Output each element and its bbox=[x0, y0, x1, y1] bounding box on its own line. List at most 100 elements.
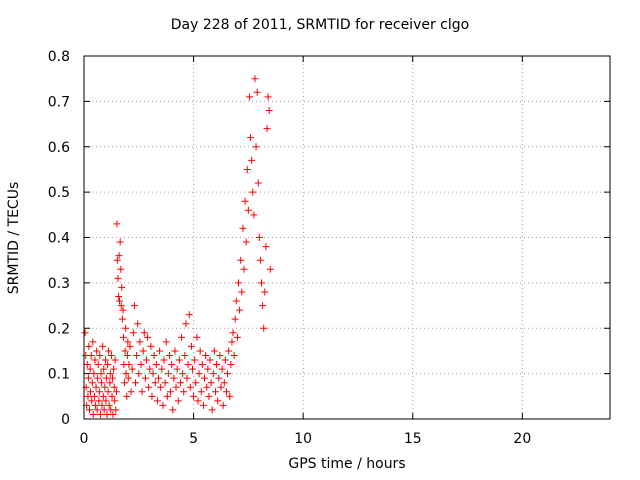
data-point bbox=[117, 265, 125, 273]
data-point bbox=[140, 329, 148, 337]
data-point bbox=[227, 361, 235, 369]
data-point bbox=[152, 361, 160, 369]
data-point bbox=[217, 383, 225, 391]
data-point bbox=[215, 374, 223, 382]
data-point bbox=[179, 370, 187, 378]
data-point bbox=[94, 361, 102, 369]
data-point bbox=[219, 401, 227, 409]
grid-lines bbox=[84, 56, 610, 419]
data-point bbox=[103, 410, 111, 418]
x-tick-label: 5 bbox=[189, 431, 198, 447]
data-point bbox=[94, 374, 102, 382]
data-point bbox=[182, 320, 190, 328]
data-point bbox=[121, 347, 129, 355]
data-point bbox=[130, 302, 138, 310]
data-point bbox=[199, 401, 207, 409]
data-point bbox=[88, 379, 96, 387]
data-point bbox=[213, 361, 221, 369]
data-point bbox=[109, 410, 117, 418]
data-point bbox=[184, 361, 192, 369]
y-tick-label: 0 bbox=[61, 412, 70, 428]
data-point bbox=[124, 338, 132, 346]
data-point bbox=[221, 356, 229, 364]
data-point bbox=[126, 342, 134, 350]
data-point bbox=[135, 370, 143, 378]
data-point bbox=[137, 361, 145, 369]
data-point bbox=[259, 302, 267, 310]
data-point bbox=[118, 283, 126, 291]
data-point bbox=[96, 351, 104, 359]
y-tick-label: 0.6 bbox=[48, 140, 70, 156]
data-point bbox=[240, 265, 248, 273]
data-point bbox=[209, 370, 217, 378]
data-point bbox=[87, 351, 95, 359]
data-point bbox=[95, 388, 103, 396]
data-point bbox=[81, 329, 89, 337]
data-point bbox=[256, 256, 264, 264]
data-point bbox=[147, 342, 155, 350]
data-point bbox=[106, 370, 114, 378]
data-point bbox=[158, 365, 166, 373]
data-point bbox=[247, 134, 255, 142]
data-point bbox=[117, 302, 125, 310]
data-point bbox=[83, 361, 91, 369]
data-point bbox=[231, 315, 239, 323]
data-point bbox=[102, 374, 110, 382]
y-tick-label: 0.1 bbox=[48, 367, 70, 383]
data-point bbox=[114, 274, 122, 282]
data-point bbox=[226, 392, 234, 400]
data-point bbox=[111, 356, 119, 364]
data-point bbox=[183, 374, 191, 382]
data-point bbox=[134, 320, 142, 328]
data-point bbox=[266, 265, 274, 273]
data-point bbox=[90, 370, 98, 378]
data-point bbox=[191, 356, 199, 364]
data-point bbox=[156, 347, 164, 355]
x-axis-label: GPS time / hours bbox=[288, 456, 406, 472]
data-point bbox=[89, 410, 97, 418]
data-point bbox=[139, 347, 147, 355]
data-point bbox=[155, 374, 163, 382]
x-tick-label: 20 bbox=[513, 431, 531, 447]
data-point bbox=[198, 361, 206, 369]
data-point bbox=[159, 401, 167, 409]
data-point bbox=[170, 374, 178, 382]
data-point bbox=[91, 392, 99, 400]
data-point bbox=[203, 383, 211, 391]
data-point bbox=[224, 370, 232, 378]
data-point bbox=[119, 333, 127, 341]
data-point bbox=[195, 370, 203, 378]
data-point bbox=[104, 361, 112, 369]
data-point bbox=[151, 379, 159, 387]
data-point bbox=[235, 279, 243, 287]
data-point bbox=[187, 342, 195, 350]
data-point bbox=[214, 397, 222, 405]
data-point bbox=[85, 406, 93, 414]
data-point bbox=[116, 297, 124, 305]
x-tick-label: 15 bbox=[404, 431, 422, 447]
data-point bbox=[249, 188, 257, 196]
data-point bbox=[84, 374, 92, 382]
data-point bbox=[253, 88, 261, 96]
data-point bbox=[261, 288, 269, 296]
data-point bbox=[98, 379, 106, 387]
data-point bbox=[87, 388, 95, 396]
data-point bbox=[161, 379, 169, 387]
data-point bbox=[113, 256, 121, 264]
data-point bbox=[84, 392, 92, 400]
data-point bbox=[99, 342, 107, 350]
data-point bbox=[144, 333, 152, 341]
y-tick-label: 0.8 bbox=[48, 49, 70, 65]
data-point bbox=[251, 75, 259, 83]
data-point bbox=[174, 397, 182, 405]
data-point bbox=[207, 379, 215, 387]
data-point bbox=[186, 383, 194, 391]
data-point bbox=[112, 388, 120, 396]
data-point bbox=[122, 324, 130, 332]
data-point bbox=[115, 252, 123, 260]
data-point bbox=[99, 392, 107, 400]
data-point bbox=[116, 238, 124, 246]
data-point bbox=[228, 338, 236, 346]
data-point bbox=[91, 356, 99, 364]
data-point bbox=[124, 374, 132, 382]
